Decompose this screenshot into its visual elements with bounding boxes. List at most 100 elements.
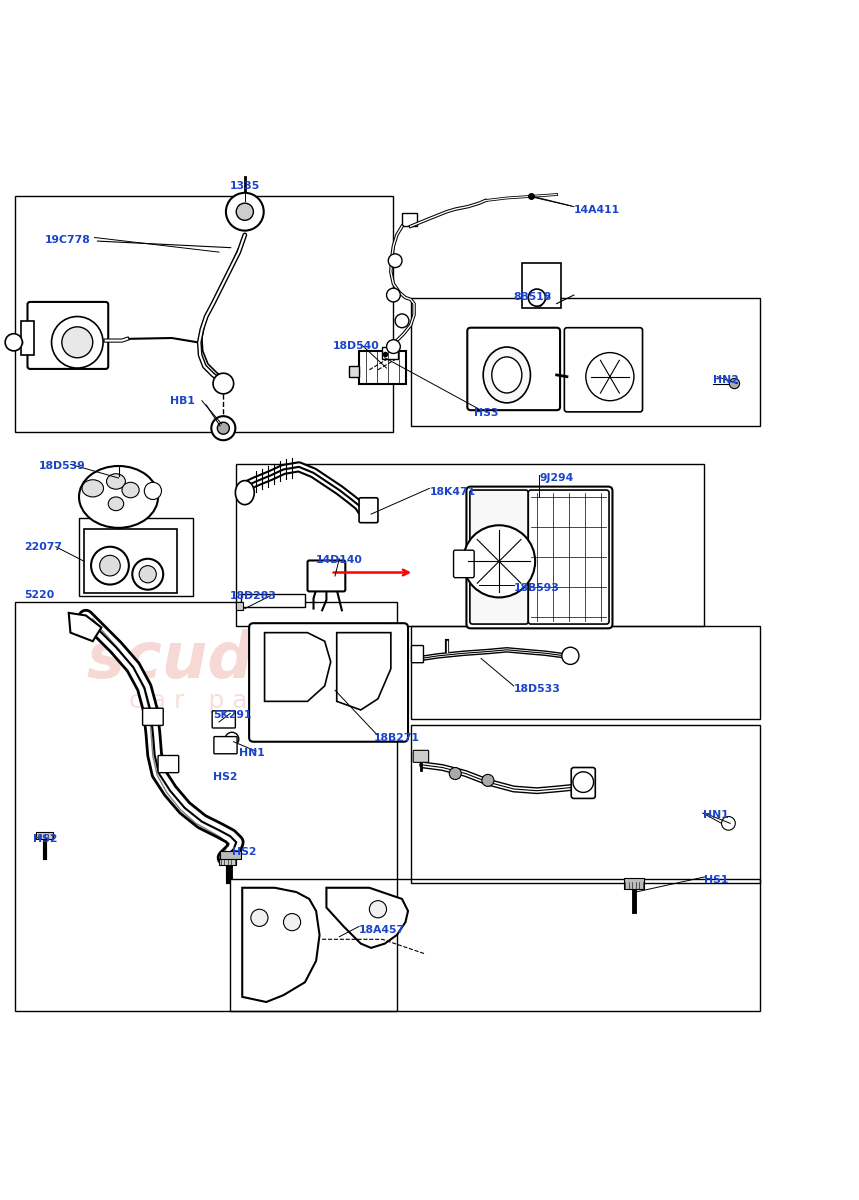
- Bar: [15, 601, 397, 1010]
- Text: 14A411: 14A411: [574, 205, 620, 215]
- FancyBboxPatch shape: [528, 490, 609, 624]
- Bar: [382, 348, 398, 360]
- Bar: [84, 529, 177, 593]
- Ellipse shape: [82, 480, 103, 497]
- Circle shape: [395, 314, 409, 328]
- Ellipse shape: [122, 482, 139, 498]
- FancyBboxPatch shape: [467, 328, 560, 410]
- Ellipse shape: [108, 497, 124, 511]
- Circle shape: [449, 768, 461, 780]
- Circle shape: [283, 913, 301, 931]
- Text: HB1: HB1: [170, 396, 195, 406]
- FancyBboxPatch shape: [158, 756, 179, 773]
- Text: 18A457: 18A457: [359, 925, 405, 935]
- FancyBboxPatch shape: [454, 550, 474, 577]
- Bar: [359, 350, 406, 384]
- Bar: [241, 594, 305, 607]
- Text: 8B518: 8B518: [514, 293, 552, 302]
- Circle shape: [226, 193, 264, 230]
- Bar: [36, 832, 53, 839]
- Text: 19C778: 19C778: [45, 235, 90, 245]
- Text: 18B271: 18B271: [374, 733, 420, 743]
- Text: 18D539: 18D539: [39, 461, 85, 470]
- Ellipse shape: [483, 347, 530, 403]
- Circle shape: [387, 340, 400, 354]
- FancyBboxPatch shape: [470, 490, 528, 624]
- Bar: [411, 298, 760, 426]
- Polygon shape: [265, 632, 331, 701]
- Circle shape: [573, 772, 594, 792]
- Circle shape: [251, 910, 268, 926]
- Circle shape: [388, 254, 402, 268]
- Circle shape: [211, 416, 235, 440]
- Text: 18D540: 18D540: [333, 341, 380, 350]
- Bar: [21, 320, 34, 355]
- FancyBboxPatch shape: [27, 302, 108, 368]
- Text: 5K291: 5K291: [213, 710, 252, 720]
- Circle shape: [722, 816, 735, 830]
- Polygon shape: [242, 888, 320, 1002]
- Circle shape: [217, 422, 229, 434]
- Circle shape: [236, 203, 253, 221]
- Text: HS2: HS2: [232, 847, 257, 857]
- Circle shape: [463, 526, 535, 598]
- FancyBboxPatch shape: [308, 560, 345, 592]
- Text: HS2: HS2: [213, 772, 238, 782]
- Text: scuderia: scuderia: [86, 629, 393, 691]
- Text: HN2: HN2: [713, 374, 739, 385]
- Bar: [624, 878, 644, 889]
- Ellipse shape: [79, 466, 158, 528]
- Polygon shape: [337, 632, 391, 710]
- Bar: [402, 214, 417, 227]
- Text: HS3: HS3: [474, 408, 499, 418]
- Text: 18D283: 18D283: [230, 592, 277, 601]
- Circle shape: [132, 559, 163, 589]
- FancyBboxPatch shape: [249, 623, 408, 742]
- FancyBboxPatch shape: [212, 710, 235, 728]
- Circle shape: [5, 334, 22, 350]
- Bar: [220, 851, 241, 859]
- Circle shape: [139, 565, 156, 583]
- Ellipse shape: [107, 474, 125, 490]
- Circle shape: [62, 326, 93, 358]
- Circle shape: [225, 732, 239, 746]
- Circle shape: [91, 547, 129, 584]
- Circle shape: [52, 317, 103, 368]
- Ellipse shape: [235, 480, 254, 505]
- Bar: [79, 518, 193, 595]
- Text: 18D533: 18D533: [514, 684, 561, 694]
- Text: 9J294: 9J294: [539, 473, 574, 482]
- Text: HN1: HN1: [239, 748, 265, 757]
- Text: HS2: HS2: [33, 834, 58, 844]
- Text: 5220: 5220: [24, 589, 54, 600]
- Circle shape: [100, 556, 120, 576]
- Text: HN1: HN1: [703, 810, 728, 821]
- Circle shape: [586, 353, 634, 401]
- Bar: [522, 263, 561, 308]
- Circle shape: [729, 378, 740, 389]
- Polygon shape: [326, 888, 408, 948]
- Circle shape: [369, 901, 387, 918]
- Bar: [411, 625, 760, 719]
- Text: c a r   p a r t s: c a r p a r t s: [129, 689, 305, 713]
- Bar: [219, 858, 236, 864]
- Polygon shape: [69, 613, 101, 641]
- Text: 18K471: 18K471: [430, 487, 476, 497]
- Circle shape: [528, 289, 545, 306]
- Text: HS1: HS1: [704, 875, 728, 884]
- FancyBboxPatch shape: [411, 646, 423, 662]
- FancyBboxPatch shape: [359, 498, 378, 523]
- FancyBboxPatch shape: [143, 708, 163, 726]
- Circle shape: [213, 373, 234, 394]
- Text: 1335: 1335: [229, 181, 260, 191]
- Bar: [236, 601, 243, 611]
- Bar: [15, 197, 393, 432]
- Bar: [411, 725, 760, 883]
- FancyBboxPatch shape: [214, 737, 237, 754]
- Ellipse shape: [491, 356, 521, 392]
- FancyBboxPatch shape: [564, 328, 643, 412]
- Text: 14D140: 14D140: [316, 556, 363, 565]
- Circle shape: [144, 482, 161, 499]
- FancyBboxPatch shape: [571, 768, 595, 798]
- Text: 22077: 22077: [24, 541, 62, 552]
